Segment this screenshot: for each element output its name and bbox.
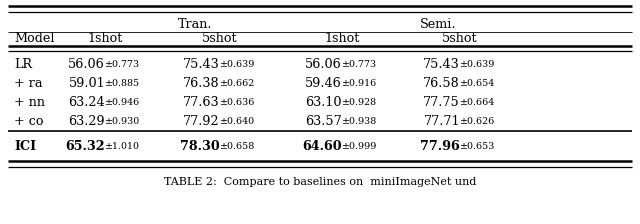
Text: + co: + co [14,114,44,127]
Text: Tran.: Tran. [178,17,212,30]
Text: ±0.654: ±0.654 [460,78,495,88]
Text: ±0.916: ±0.916 [342,78,377,88]
Text: 77.96: 77.96 [420,140,460,153]
Text: 65.32: 65.32 [65,140,105,153]
Text: ±0.938: ±0.938 [342,116,377,125]
Text: LR: LR [14,58,32,71]
Text: ±0.662: ±0.662 [220,78,255,88]
Text: 77.63: 77.63 [184,95,220,108]
Text: TABLE 2:  Compare to baselines on  miniImageNet und: TABLE 2: Compare to baselines on miniIma… [164,177,476,187]
Text: ±0.658: ±0.658 [220,142,255,151]
Text: ±0.626: ±0.626 [460,116,495,125]
Text: ±0.930: ±0.930 [105,116,140,125]
Text: 76.38: 76.38 [184,77,220,90]
Text: 5shot: 5shot [202,32,238,45]
Text: 63.10: 63.10 [305,95,342,108]
Text: 78.30: 78.30 [180,140,220,153]
Text: 75.43: 75.43 [183,58,220,71]
Text: + ra: + ra [14,77,42,90]
Text: 77.71: 77.71 [424,114,460,127]
Text: Semi.: Semi. [420,17,457,30]
Text: ±0.640: ±0.640 [220,116,255,125]
Text: Model: Model [14,32,54,45]
Text: 63.24: 63.24 [68,95,105,108]
Text: ±0.639: ±0.639 [220,60,255,69]
Text: 77.75: 77.75 [423,95,460,108]
Text: 77.92: 77.92 [184,114,220,127]
Text: ±0.773: ±0.773 [105,60,140,69]
Text: 1shot: 1shot [87,32,123,45]
Text: 64.60: 64.60 [302,140,342,153]
Text: ±1.010: ±1.010 [105,142,140,151]
Text: 1shot: 1shot [324,32,360,45]
Text: ±0.639: ±0.639 [460,60,495,69]
Text: 56.06: 56.06 [305,58,342,71]
Text: 56.06: 56.06 [68,58,105,71]
Text: 5shot: 5shot [442,32,478,45]
Text: ±0.773: ±0.773 [342,60,377,69]
Text: ±0.999: ±0.999 [342,142,378,151]
Text: ±0.636: ±0.636 [220,97,255,106]
Text: ICI: ICI [14,140,36,153]
Text: 59.01: 59.01 [68,77,105,90]
Text: 75.43: 75.43 [423,58,460,71]
Text: + nn: + nn [14,95,45,108]
Text: ±0.885: ±0.885 [105,78,140,88]
Text: 76.58: 76.58 [423,77,460,90]
Text: ±0.946: ±0.946 [105,97,140,106]
Text: ±0.664: ±0.664 [460,97,495,106]
Text: 63.57: 63.57 [305,114,342,127]
Text: ±0.928: ±0.928 [342,97,377,106]
Text: ±0.653: ±0.653 [460,142,495,151]
Text: 63.29: 63.29 [68,114,105,127]
Text: 59.46: 59.46 [305,77,342,90]
